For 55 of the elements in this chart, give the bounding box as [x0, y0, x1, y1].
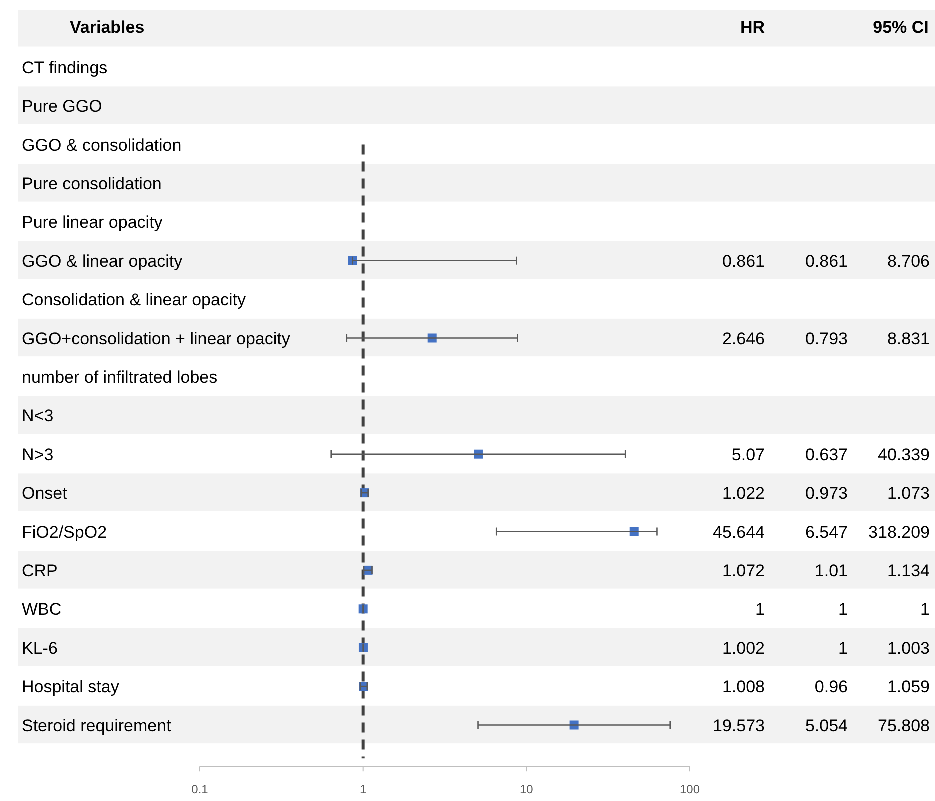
y-tick-label: Pure GGO	[22, 97, 102, 116]
data-label: 1.008	[722, 678, 765, 697]
data-label: 1.072	[722, 561, 765, 580]
text: 1	[920, 600, 930, 620]
data-label: 19.573	[713, 716, 765, 736]
text: 8.831	[887, 329, 930, 348]
data-label: 2.646	[722, 329, 765, 348]
y-tick-label: FiO2/SpO2	[22, 522, 108, 542]
text: 0.861	[805, 252, 848, 271]
y-tick-label: Consolidation & linear opacity	[22, 290, 246, 310]
y-tick-label: N<3	[22, 406, 54, 426]
text: 0.793	[805, 329, 848, 348]
text: 1.134	[887, 561, 930, 580]
text: 0.637	[805, 445, 848, 464]
data-label: 1	[756, 600, 765, 620]
y-tick-label: N>3	[22, 445, 54, 464]
x-tick-label: 0.1	[192, 782, 209, 797]
text: 0.96	[814, 678, 848, 697]
y-axis-title: Variables	[70, 18, 145, 37]
y-tick-label: Hospital stay	[22, 678, 120, 697]
y-tick-label: GGO+consolidation + linear opacity	[22, 329, 291, 348]
text: 75.808	[878, 716, 930, 736]
y-tick-label: CRP	[22, 561, 58, 580]
text: 1.003	[887, 638, 930, 658]
text: 6.547	[805, 522, 848, 542]
y-tick-label: number of infiltrated lobes	[22, 368, 218, 387]
x-tick-label: 1	[360, 782, 367, 797]
text: 5.054	[805, 716, 848, 736]
text: 95% CI	[873, 18, 929, 37]
y-tick-label: WBC	[22, 600, 62, 620]
y-tick-label: CT findings	[22, 58, 108, 78]
y-tick-label: Onset	[22, 484, 68, 504]
x-tick-label: 10	[520, 782, 534, 797]
text: HR	[740, 18, 765, 37]
y-tick-label: Steroid requirement	[22, 716, 172, 736]
y-tick-label: GGO & consolidation	[22, 136, 182, 155]
text: 40.339	[878, 445, 930, 464]
y-tick-label: Pure consolidation	[22, 174, 162, 194]
data-label: 1.022	[722, 484, 765, 504]
text: 0.973	[805, 484, 848, 504]
text: 1	[838, 600, 848, 620]
data-label: 5.07	[732, 445, 765, 464]
x-tick-label: 100	[680, 782, 700, 797]
text: 318.209	[868, 522, 930, 542]
y-tick-label: Pure linear opacity	[22, 213, 164, 232]
text: 1.059	[887, 678, 930, 697]
y-tick-label: GGO & linear opacity	[22, 252, 184, 271]
data-label: 0.861	[722, 252, 765, 271]
data-label: 1.002	[722, 638, 765, 658]
text: 1.073	[887, 484, 930, 504]
text: 1.01	[814, 561, 848, 580]
data-label: 45.644	[713, 522, 765, 542]
y-tick-label: KL-6	[22, 638, 58, 658]
text: 1	[838, 638, 848, 658]
text: 8.706	[887, 252, 930, 271]
